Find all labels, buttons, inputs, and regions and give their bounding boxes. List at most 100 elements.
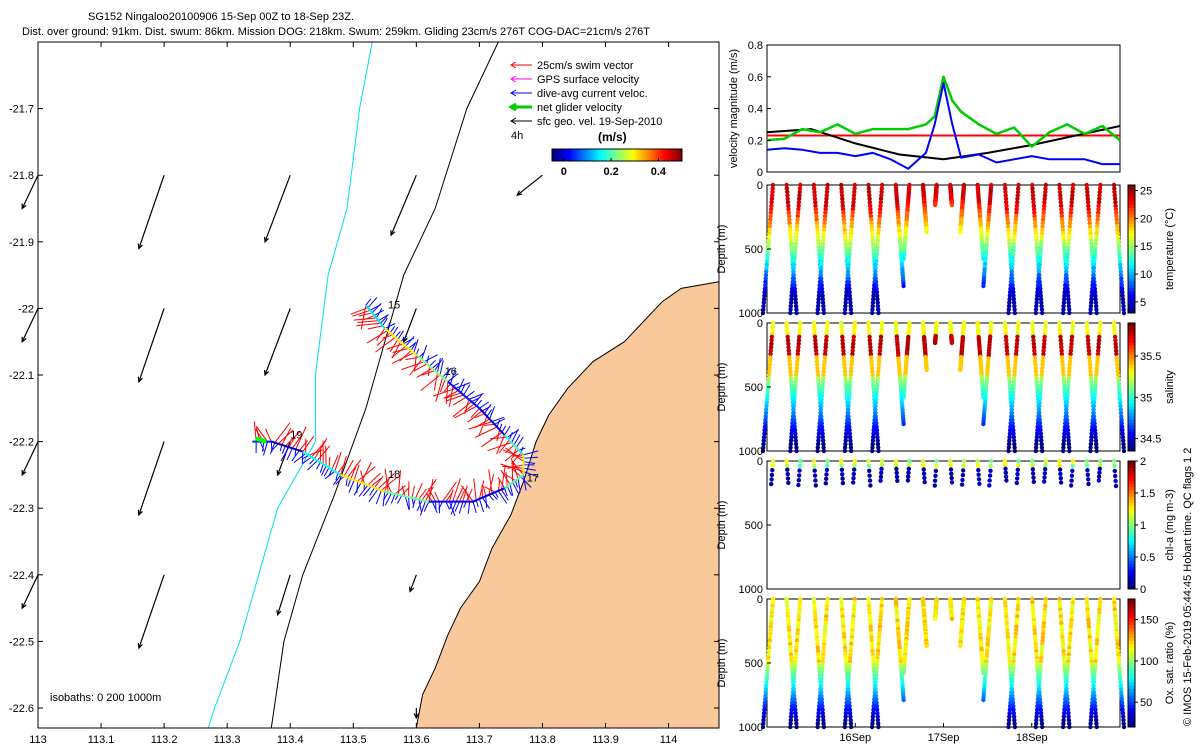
isobath-200m — [270, 41, 499, 729]
section-point — [1010, 262, 1015, 267]
section-point — [1042, 203, 1047, 208]
current-vector — [271, 443, 279, 451]
section-point — [848, 300, 853, 305]
section-colorbar-cell — [1128, 505, 1135, 510]
section-point — [1016, 320, 1021, 326]
section-point — [1115, 369, 1121, 374]
current-vector — [280, 446, 290, 462]
section-point — [849, 724, 854, 730]
current-vector — [400, 335, 407, 343]
section-point — [811, 458, 817, 464]
section-point — [867, 478, 873, 483]
section-point — [1043, 596, 1049, 602]
section-point — [789, 248, 794, 253]
swim-vector — [425, 486, 434, 502]
section-point — [876, 634, 882, 640]
section-point — [1113, 338, 1118, 343]
section-point — [761, 711, 767, 716]
section-point — [1012, 641, 1018, 647]
section-point — [848, 238, 853, 243]
section-colorbar-cell — [1128, 547, 1135, 552]
section-point — [1085, 468, 1090, 473]
section-point — [869, 310, 875, 316]
day-label: 15 — [388, 299, 400, 311]
legend-label: GPS surface velocity — [537, 74, 640, 86]
section-point — [868, 483, 873, 488]
section-point — [1067, 307, 1072, 312]
section-point — [785, 200, 791, 205]
section-point — [1007, 376, 1012, 381]
section-point — [877, 348, 883, 353]
section-point — [841, 351, 846, 357]
section-point — [1092, 669, 1097, 674]
section-point — [1034, 711, 1040, 716]
section-point — [1006, 445, 1011, 450]
section-point — [789, 297, 794, 302]
section-point — [1007, 431, 1013, 436]
section-point — [1098, 182, 1103, 188]
section-point — [1040, 448, 1045, 454]
section-point — [795, 624, 801, 629]
section-point — [1004, 345, 1009, 350]
swim-vector — [413, 363, 428, 372]
section-point — [848, 231, 854, 236]
section-point — [1114, 355, 1119, 360]
section-point — [821, 641, 827, 647]
section-point — [1040, 358, 1046, 364]
section-point — [815, 369, 820, 374]
section-point — [1059, 355, 1065, 360]
section-colorbar-cell — [1128, 403, 1135, 407]
swim-vector — [448, 489, 454, 502]
section-point — [1091, 683, 1096, 688]
section-point — [1007, 662, 1013, 667]
section-point — [849, 355, 855, 360]
section-point — [1118, 410, 1124, 416]
section-point — [868, 210, 873, 215]
colorbar-cell — [661, 149, 665, 161]
section-point — [1112, 463, 1117, 469]
section-point — [840, 196, 845, 201]
section-point — [1094, 445, 1099, 450]
section-point — [949, 475, 954, 481]
section-point — [812, 331, 817, 336]
section-point — [796, 338, 802, 343]
section-point — [1095, 351, 1101, 357]
section-point — [1059, 621, 1064, 626]
section-point — [1030, 463, 1035, 468]
section-point — [793, 431, 798, 436]
section-point — [770, 324, 775, 329]
section-point — [871, 431, 876, 436]
section-point — [1030, 600, 1035, 605]
section-point — [1035, 704, 1040, 709]
section-point — [1038, 245, 1044, 250]
section-point — [876, 358, 882, 364]
section-point — [1039, 234, 1044, 240]
section-point — [875, 435, 880, 440]
current-vector — [397, 330, 404, 340]
current-vector — [457, 378, 465, 391]
section-point — [840, 472, 845, 477]
geo-vector-12 — [390, 174, 417, 236]
section-point — [1013, 220, 1018, 226]
swim-vector — [311, 440, 327, 458]
section-point — [1012, 234, 1017, 240]
section-point — [824, 196, 829, 201]
section-point — [812, 607, 817, 612]
section-point — [1012, 307, 1017, 312]
section-point — [1003, 196, 1009, 201]
section-point — [1003, 462, 1008, 468]
section-point — [870, 303, 875, 309]
section-point — [784, 186, 790, 191]
section-point — [1016, 600, 1021, 605]
current-vector — [408, 342, 416, 349]
section-point — [1041, 210, 1046, 215]
section-point — [814, 351, 819, 357]
current-vector — [293, 453, 307, 463]
section-point — [1006, 303, 1012, 309]
section-point — [1070, 327, 1075, 333]
section-point — [960, 472, 966, 478]
section-point — [1097, 324, 1103, 329]
section-point — [1118, 676, 1123, 681]
swim-vector — [481, 431, 503, 448]
